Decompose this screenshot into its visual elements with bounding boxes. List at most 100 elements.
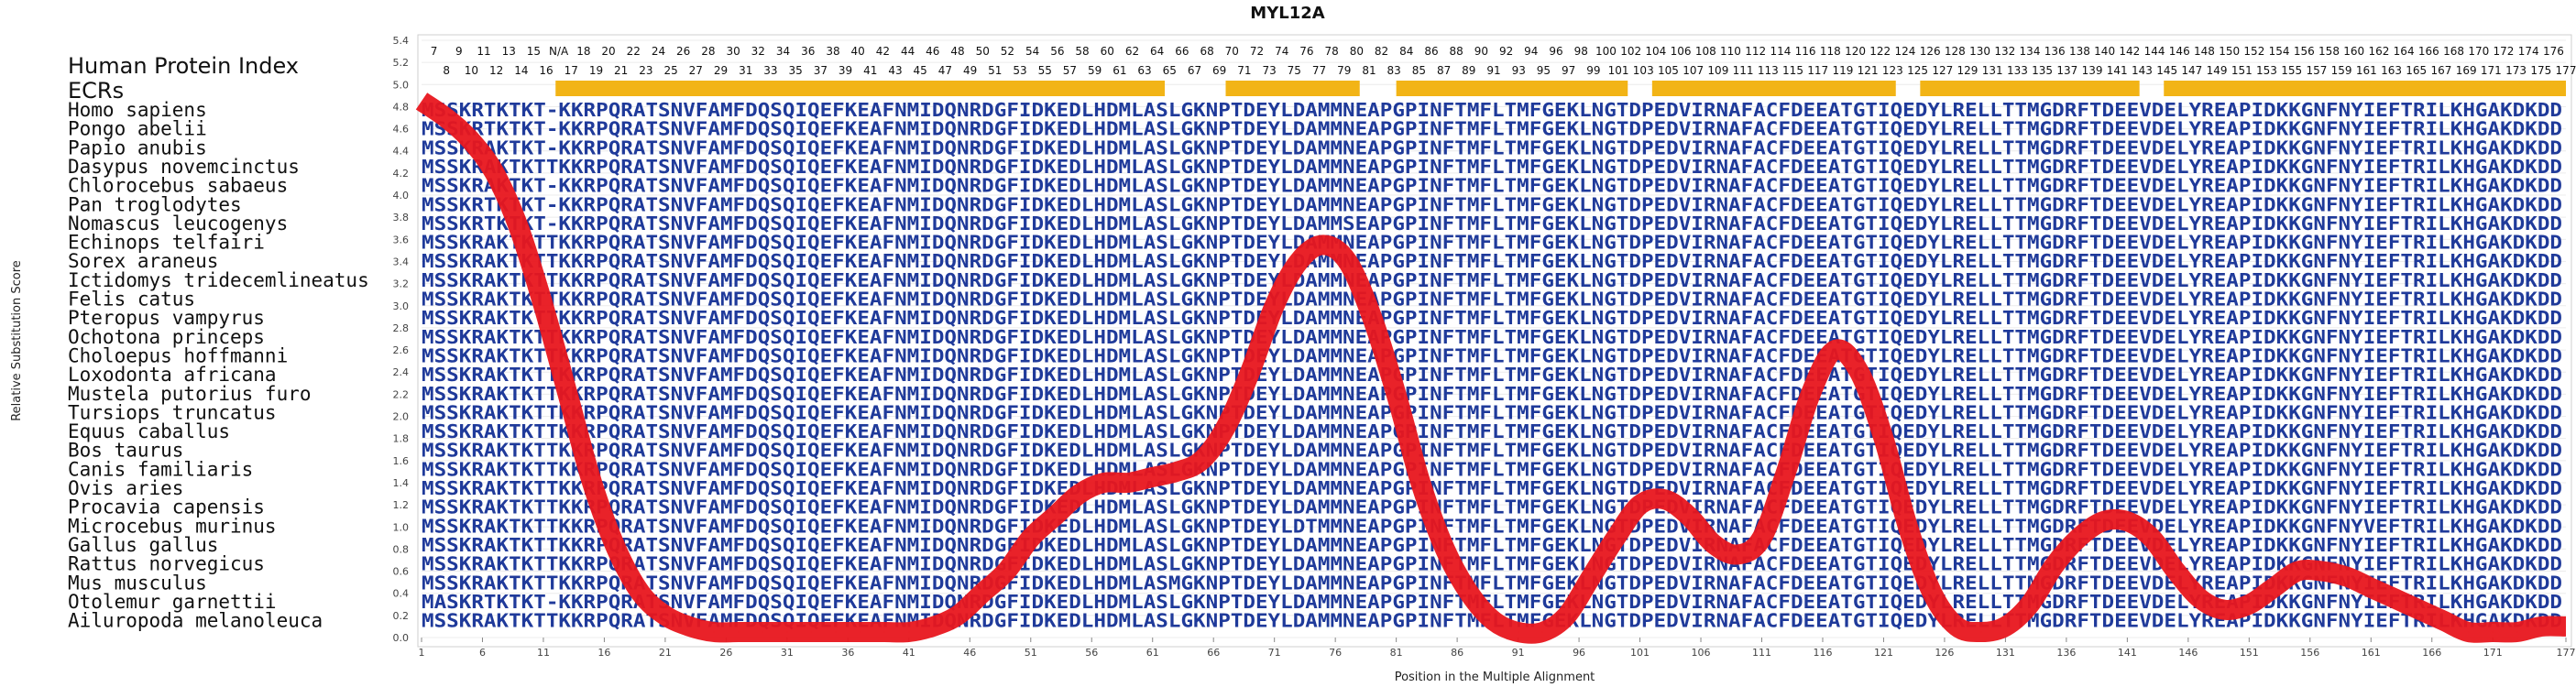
protein-index-bottom-label: 75	[1288, 64, 1301, 77]
data-point	[2054, 565, 2055, 567]
protein-index-top-label: 32	[751, 45, 765, 58]
protein-index-top-label: 118	[1820, 45, 1841, 58]
protein-index-top-label: 48	[950, 45, 964, 58]
plot-frame	[417, 34, 2572, 648]
protein-index-top-label: 36	[801, 45, 815, 58]
protein-index-bottom-label: 113	[1758, 64, 1779, 77]
protein-index-top-label: 20	[601, 45, 615, 58]
sequence-row: MSSKRAKTKT-KKRPQRATSNVFAMFDQSQIQEFKEAFNM…	[422, 175, 2562, 197]
sequence-row: MSSKRAKTKTTKKRPQRATSNVFAMFDQSQIQEFKEAFNM…	[422, 307, 2562, 329]
protein-index-bottom-label: 41	[863, 64, 877, 77]
protein-index-top-label: 146	[2169, 45, 2190, 58]
data-point	[543, 305, 544, 307]
x-tick-label: 141	[2118, 647, 2137, 659]
protein-index-top-label: 78	[1324, 45, 1338, 58]
protein-index-bottom-label: 119	[1832, 64, 1853, 77]
protein-index-bottom-label: 51	[988, 64, 1002, 77]
data-point	[1103, 482, 1105, 484]
protein-index-top-label: 26	[676, 45, 690, 58]
data-point	[1663, 498, 1665, 500]
protein-index-top-label: 56	[1050, 45, 1064, 58]
ecr-bars	[555, 81, 2566, 96]
y-tick-label: 2.2	[393, 388, 410, 400]
data-point	[1249, 371, 1251, 373]
protein-index-top-label: 116	[1795, 45, 1816, 58]
data-point	[1030, 537, 1032, 539]
sequence-row: MSSKRAKTKTTKKRPQRATSNVFAMFDQSQIQEFKEAFNM…	[422, 326, 2562, 348]
protein-index-top-label: 74	[1275, 45, 1288, 58]
data-point	[1688, 515, 1690, 517]
species-name: Felis catus	[68, 289, 195, 311]
protein-index-bottom-label: 35	[788, 64, 802, 77]
data-point	[1420, 482, 1421, 484]
x-tick-label: 166	[2422, 647, 2441, 659]
protein-index-bottom-label: 125	[1907, 64, 1928, 77]
y-axis-ticks: 0.0 0.2 0.4 0.6 0.8 1.0 1.2 1.4 1.6 1.8 2.0 2.2 2.4 2…	[393, 35, 410, 644]
sequence-row: MSSKRAKTKTTKKRPQRATSNVFAMFDQSQIQEFKEAFNM…	[422, 289, 2562, 311]
species-name: Ochotona princeps	[68, 326, 265, 348]
protein-index-top-label: 104	[1645, 45, 1666, 58]
y-tick-label: 5.2	[393, 57, 410, 69]
protein-index-top-label: 90	[1474, 45, 1488, 58]
protein-index-top-label: N/A	[549, 45, 569, 58]
y-tick-label: 3.4	[393, 256, 410, 267]
data-point	[1079, 493, 1080, 495]
data-point	[1566, 615, 1568, 616]
y-tick-label: 1.4	[393, 477, 410, 489]
protein-index-top-label: 34	[776, 45, 790, 58]
species-name: Procavia capensis	[68, 496, 265, 518]
x-tick-label: 56	[1085, 647, 1098, 659]
protein-index-header: Human Protein Index	[68, 53, 299, 79]
protein-index-top-label: 86	[1424, 45, 1438, 58]
x-tick-label: 86	[1451, 647, 1463, 659]
species-name: Ailuropoda melanoleuca	[68, 610, 323, 632]
protein-index-top-label: 122	[1869, 45, 1891, 58]
species-name: Dasypus novemcinctus	[68, 156, 300, 178]
protein-index-top-label: 44	[901, 45, 915, 58]
data-point	[2418, 609, 2420, 611]
protein-index-bottom-label: 39	[839, 64, 852, 77]
protein-index-top-label: 166	[2418, 45, 2439, 58]
protein-index-bottom-label: 61	[1113, 64, 1126, 77]
data-point	[1639, 504, 1641, 506]
protein-index-bottom-label: 49	[963, 64, 977, 77]
y-tick-label: 0.4	[393, 588, 410, 600]
protein-index-top-label: 30	[726, 45, 740, 58]
species-name: Equus caballus	[68, 420, 230, 442]
protein-index-bottom-label: 25	[663, 64, 677, 77]
protein-index-top-label: 150	[2219, 45, 2240, 58]
protein-index-bottom-label: 105	[1658, 64, 1679, 77]
x-tick-label: 131	[1996, 647, 2015, 659]
sequence-row: MSSKRAKTKT-KKRPQRATSNVFAMFDQSQIQEFKEAFNM…	[422, 136, 2562, 158]
data-point	[810, 631, 812, 633]
data-point	[2468, 631, 2470, 633]
y-axis-label: Relative Substitution Score	[10, 260, 24, 421]
data-point	[1346, 260, 1348, 262]
x-tick-label: 171	[2483, 647, 2503, 659]
sequence-row: MSSKRAKTKTTKKRPQRATSNVFAMFDQSQIQEFKEAFNM…	[422, 458, 2562, 480]
protein-index-bottom-label: 123	[1882, 64, 1903, 77]
protein-index-top-label: 60	[1101, 45, 1114, 58]
protein-index-top-label: 156	[2294, 45, 2315, 58]
x-tick-label: 91	[1512, 647, 1525, 659]
protein-index-bottom-label: 117	[1807, 64, 1828, 77]
y-tick-label: 0.0	[393, 632, 410, 644]
x-tick-label: 66	[1207, 647, 1220, 659]
protein-index-top-label: 120	[1845, 45, 1866, 58]
data-point	[2151, 537, 2153, 539]
protein-index-bottom-label: 153	[2256, 64, 2277, 77]
protein-index-top-label: 172	[2494, 45, 2515, 58]
y-tick-label: 2.8	[393, 322, 410, 334]
protein-index-top-label: 176	[2543, 45, 2564, 58]
protein-index-bottom-row: 8 10 12 14 16 17 19 21 23 25 27 29 31 33 35 37 39 41 43 45 4…	[443, 64, 2576, 77]
protein-index-top-label: 15	[527, 45, 541, 58]
species-name: Rattus norvegicus	[68, 553, 265, 575]
x-tick-label: 96	[1573, 647, 1585, 659]
ecr-segment	[1651, 81, 1896, 96]
sequence-row: MSSKRAKTKTTKKRPQRATSNVFAMFDQSQIQEFKEAFNM…	[422, 364, 2562, 386]
data-point	[1737, 553, 1738, 555]
x-tick-label: 61	[1146, 647, 1159, 659]
sequence-row: MSSKRAKTKTTKKRPQRATSNVFAMFDQSQIQEFKEAFNM…	[422, 440, 2562, 462]
protein-index-top-label: 108	[1695, 45, 1716, 58]
